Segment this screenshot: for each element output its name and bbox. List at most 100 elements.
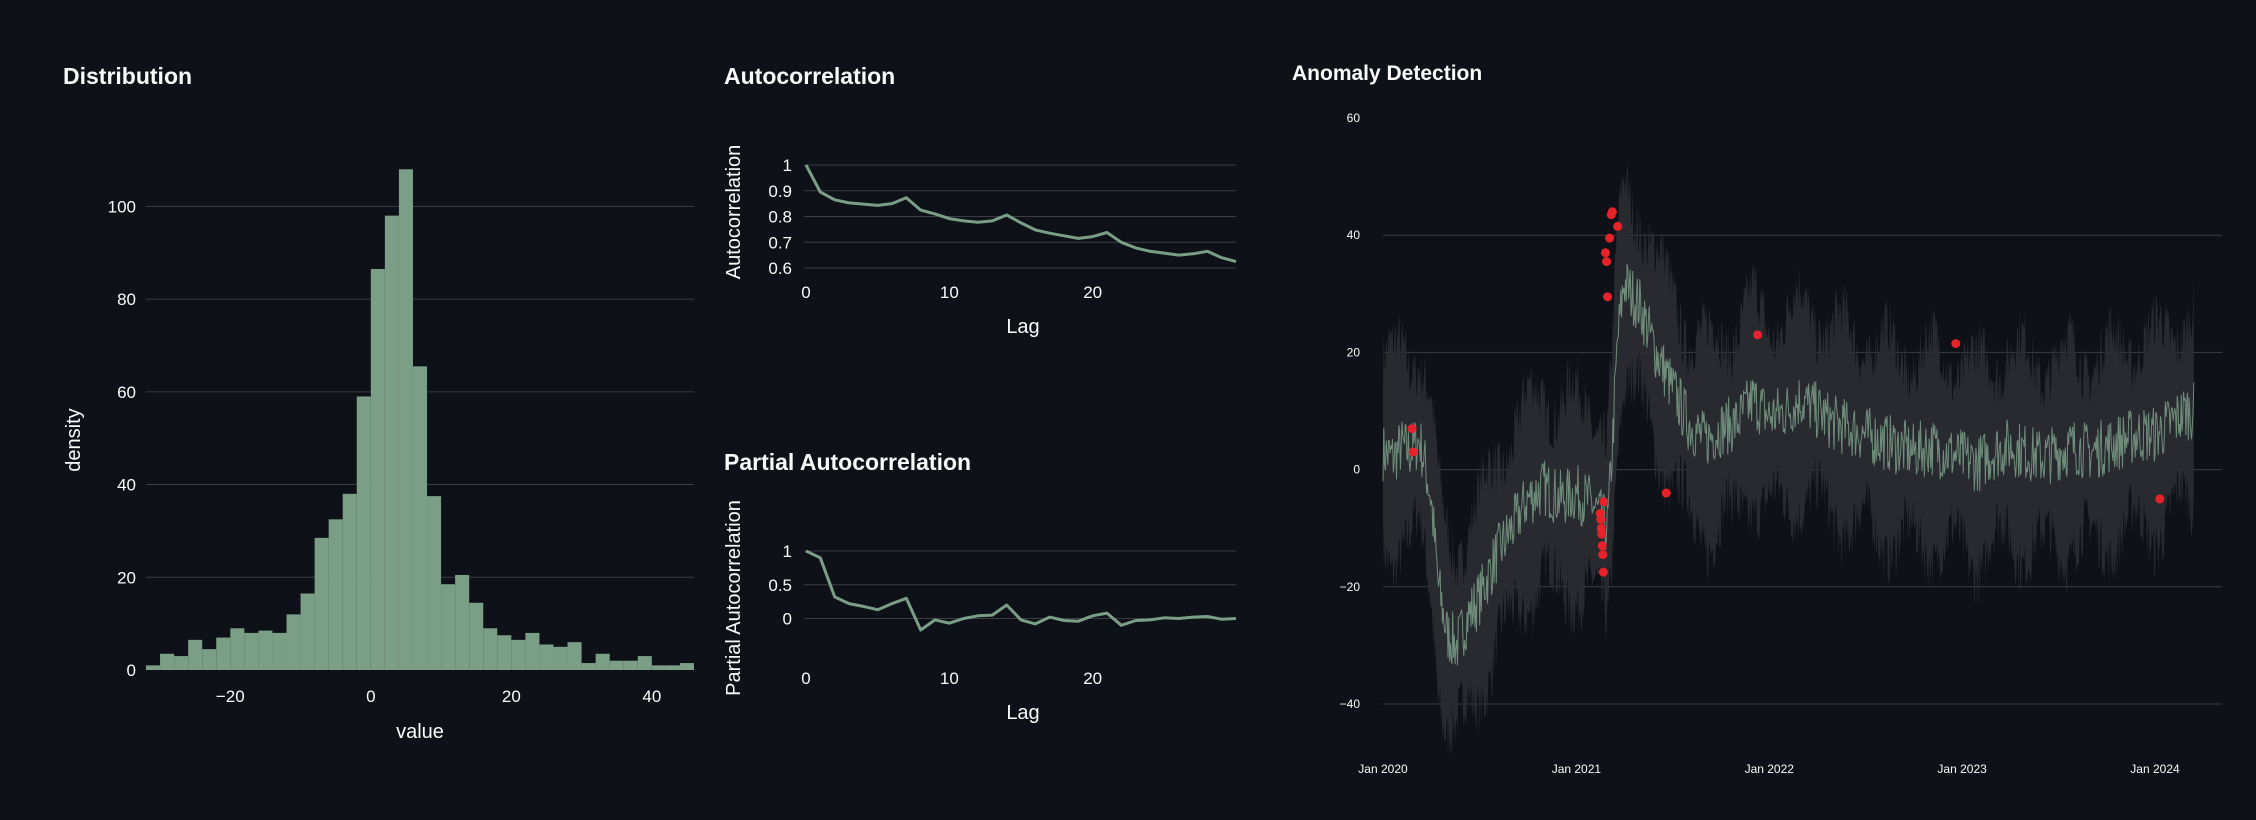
anomaly-point <box>1596 514 1606 524</box>
x-tick-label: Jan 2020 <box>1358 762 1408 776</box>
y-tick-label: 80 <box>117 290 136 309</box>
anomaly-point <box>1605 233 1615 243</box>
anomaly-point <box>1602 257 1612 267</box>
histogram-bar <box>202 649 217 670</box>
histogram-bar <box>174 656 189 670</box>
series-line <box>805 549 1237 632</box>
y-tick-label: 0 <box>1353 463 1360 477</box>
histogram-bar <box>525 632 540 670</box>
y-axis-label: Autocorrelation <box>723 145 745 280</box>
histogram-bar <box>651 665 666 670</box>
histogram-bar <box>455 574 470 670</box>
y-tick-label: 0.6 <box>768 259 792 278</box>
y-tick-label: 100 <box>108 197 136 216</box>
x-tick-label: 20 <box>1083 669 1102 688</box>
anomaly-point <box>1607 207 1617 217</box>
x-axis-label: value <box>396 721 444 743</box>
histogram-bar <box>483 628 498 670</box>
histogram-bar <box>328 519 343 670</box>
histogram-bar <box>384 215 399 671</box>
pacf-title: Partial Autocorrelation <box>724 449 972 475</box>
anomaly-point <box>1408 447 1418 457</box>
x-tick-label: 20 <box>502 687 521 706</box>
x-tick-label: Jan 2022 <box>1745 762 1795 776</box>
histogram-bar <box>637 656 652 670</box>
x-tick-label: −20 <box>216 687 245 706</box>
histogram-bar <box>342 493 357 670</box>
series-line <box>1382 263 2195 666</box>
anomaly-point <box>1951 339 1961 349</box>
x-axis-label: Lag <box>1006 316 1039 338</box>
histogram-bar <box>511 639 526 670</box>
histogram-bar <box>356 396 371 670</box>
x-tick-label: 10 <box>940 669 959 688</box>
x-tick-label: 20 <box>1083 283 1102 302</box>
anomaly-point <box>1600 248 1610 258</box>
anomaly-point <box>1407 424 1417 434</box>
y-tick-label: −40 <box>1340 697 1361 711</box>
histogram-bar <box>146 665 161 670</box>
histogram-bar <box>314 537 329 670</box>
x-tick-label: 0 <box>801 283 810 302</box>
x-tick-label: 40 <box>642 687 661 706</box>
anomaly-point <box>1661 488 1671 498</box>
y-tick-label: 0 <box>783 610 792 629</box>
histogram-bar <box>160 653 175 670</box>
y-tick-label: 0.5 <box>768 576 792 595</box>
y-axis-label: density <box>63 408 85 471</box>
x-tick-label: 10 <box>940 283 959 302</box>
x-tick-label: Jan 2023 <box>1937 762 1987 776</box>
anomaly-point <box>1597 529 1607 539</box>
y-tick-label: 0.9 <box>768 182 792 201</box>
histogram-bar <box>665 665 680 670</box>
y-tick-label: −20 <box>1340 580 1361 594</box>
histogram-bar <box>300 593 315 670</box>
x-tick-label: Jan 2021 <box>1552 762 1602 776</box>
y-tick-label: 1 <box>783 156 792 175</box>
y-tick-label: 20 <box>117 568 136 587</box>
anomaly-point <box>1598 550 1608 560</box>
anomaly-point <box>1598 567 1608 577</box>
y-tick-label: 1 <box>783 542 792 561</box>
y-tick-label: 0 <box>127 661 136 680</box>
histogram-bar <box>609 660 624 670</box>
anomaly-point <box>1597 541 1607 551</box>
histogram-bar <box>567 642 582 670</box>
y-tick-label: 40 <box>1347 228 1361 242</box>
histogram-bar <box>244 632 259 670</box>
histogram-bar <box>469 602 484 670</box>
histogram-bar <box>679 663 694 670</box>
histogram-bar <box>216 637 231 670</box>
histogram-bar <box>539 644 554 670</box>
histogram-bar <box>188 639 203 670</box>
x-axis-label: Lag <box>1006 702 1039 724</box>
histogram-bar <box>553 646 568 670</box>
histogram-bar <box>258 630 273 670</box>
y-axis-label: Partial Autocorrelation <box>723 500 745 696</box>
x-tick-label: 0 <box>801 669 810 688</box>
distribution-title: Distribution <box>63 63 193 89</box>
histogram-bar <box>595 653 610 670</box>
histogram-bar <box>230 628 245 670</box>
histogram-bar <box>370 268 385 670</box>
anomaly-point <box>2155 494 2165 504</box>
y-tick-label: 60 <box>117 383 136 402</box>
y-tick-label: 0.8 <box>768 208 792 227</box>
anomaly-point <box>1599 497 1609 507</box>
anomaly-point <box>1603 292 1613 302</box>
acf-title: Autocorrelation <box>724 63 896 89</box>
histogram-bar <box>398 169 413 671</box>
y-tick-label: 0.7 <box>768 233 792 252</box>
anomaly-point <box>1753 330 1763 340</box>
anomaly-point <box>1613 221 1623 231</box>
series-line <box>804 164 1237 264</box>
histogram-bar <box>286 614 301 670</box>
histogram-bar <box>441 584 456 670</box>
x-tick-label: Jan 2024 <box>2130 762 2180 776</box>
histogram-bar <box>581 663 596 670</box>
y-tick-label: 20 <box>1347 345 1361 359</box>
